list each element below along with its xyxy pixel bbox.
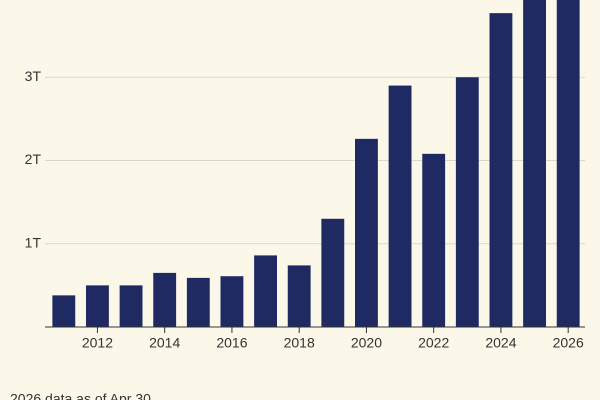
- bar: [489, 13, 513, 328]
- bar: [254, 255, 277, 327]
- bar: [287, 265, 311, 327]
- note: 2026 data as of Apr 30: [10, 391, 151, 400]
- bar: [186, 277, 210, 327]
- x-tick-label: 2022: [418, 335, 449, 351]
- bar: [220, 276, 244, 327]
- x-tick-label: 2016: [216, 335, 247, 351]
- bar: [355, 138, 378, 327]
- x-tick-label: 2014: [149, 335, 180, 351]
- x-tick-label: 2020: [351, 335, 382, 351]
- bar: [523, 0, 546, 328]
- bar: [388, 85, 412, 327]
- bar: [455, 77, 479, 327]
- bar: [422, 153, 446, 327]
- y-tick-label: 3T: [25, 68, 42, 84]
- bar: [86, 285, 109, 327]
- bar: [119, 285, 143, 327]
- x-tick-label: 2012: [82, 335, 113, 351]
- y-tick-label: 1T: [25, 234, 42, 250]
- bar: [321, 218, 345, 327]
- bar: [153, 272, 177, 327]
- bar: [52, 295, 76, 327]
- y-tick-label: 2T: [25, 151, 42, 167]
- x-tick-label: 2026: [553, 335, 584, 351]
- x-tick-label: 2024: [485, 335, 516, 351]
- x-tick-label: 2018: [284, 335, 315, 351]
- bar: [556, 0, 580, 328]
- y-tick-label: $4T: [17, 0, 42, 1]
